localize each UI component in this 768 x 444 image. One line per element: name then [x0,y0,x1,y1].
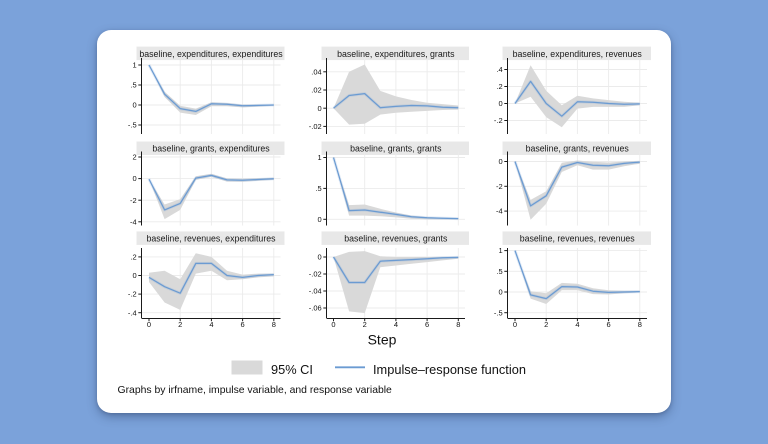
svg-text:2: 2 [544,320,548,329]
svg-text:2: 2 [133,153,137,162]
svg-text:baseline, revenues, grants: baseline, revenues, grants [344,234,448,244]
svg-text:0: 0 [133,174,137,183]
svg-text:baseline, revenues, expenditur: baseline, revenues, expenditures [146,234,276,244]
svg-text:4: 4 [575,320,579,329]
svg-text:-.06: -.06 [309,304,322,313]
svg-text:.04: .04 [311,67,321,76]
svg-text:-.2: -.2 [128,290,137,299]
svg-text:2: 2 [363,320,367,329]
svg-text:.2: .2 [496,82,502,91]
svg-text:baseline, grants, revenues: baseline, grants, revenues [526,144,630,154]
svg-text:0: 0 [147,320,151,329]
svg-text:-2: -2 [496,182,503,191]
svg-text:.5: .5 [130,81,136,90]
svg-text:-4: -4 [130,217,137,226]
svg-text:baseline, expenditures, grants: baseline, expenditures, grants [337,49,455,59]
svg-text:.02: .02 [311,86,321,95]
svg-text:8: 8 [638,320,642,329]
svg-text:baseline, expenditures, revenu: baseline, expenditures, revenues [513,49,643,59]
svg-text:2: 2 [178,320,182,329]
svg-text:-4: -4 [496,207,503,216]
svg-text:1: 1 [499,246,503,255]
svg-text:8: 8 [272,320,276,329]
svg-text:-.04: -.04 [309,287,322,296]
svg-text:.5: .5 [315,184,321,193]
svg-text:6: 6 [607,320,611,329]
svg-text:baseline, expenditures, expend: baseline, expenditures, expenditures [139,49,283,59]
svg-text:-.5: -.5 [128,121,137,130]
svg-text:-.02: -.02 [309,122,322,131]
svg-text:1: 1 [133,61,137,70]
svg-text:0: 0 [499,99,503,108]
svg-text:baseline, grants, expenditures: baseline, grants, expenditures [152,144,270,154]
svg-text:baseline, grants, grants: baseline, grants, grants [350,144,442,154]
svg-text:baseline, revenues, revenues: baseline, revenues, revenues [520,234,636,244]
svg-text:Step: Step [368,332,397,348]
svg-text:Graphs by irfname, impulse var: Graphs by irfname, impulse variable, and… [118,385,393,396]
svg-text:.5: .5 [496,267,502,276]
svg-text:-.4: -.4 [128,308,137,317]
svg-text:0: 0 [318,215,322,224]
svg-text:.2: .2 [130,253,136,262]
svg-text:6: 6 [241,320,245,329]
svg-text:0: 0 [133,101,137,110]
svg-text:0: 0 [133,271,137,280]
svg-text:0: 0 [318,104,322,113]
svg-text:0: 0 [499,288,503,297]
svg-text:0: 0 [499,157,503,166]
svg-text:-2: -2 [130,196,137,205]
svg-text:6: 6 [425,320,429,329]
svg-text:0: 0 [331,320,335,329]
svg-text:-.5: -.5 [494,308,503,317]
svg-text:-.02: -.02 [309,270,322,279]
svg-text:.4: .4 [496,65,502,74]
svg-text:-.2: -.2 [494,116,503,125]
svg-text:0: 0 [318,253,322,262]
svg-text:Impulse–response function: Impulse–response function [373,362,526,377]
svg-text:95% CI: 95% CI [271,362,313,377]
svg-text:4: 4 [209,320,213,329]
svg-text:8: 8 [456,320,460,329]
svg-text:4: 4 [394,320,398,329]
svg-text:0: 0 [513,320,517,329]
svg-text:1: 1 [318,153,322,162]
